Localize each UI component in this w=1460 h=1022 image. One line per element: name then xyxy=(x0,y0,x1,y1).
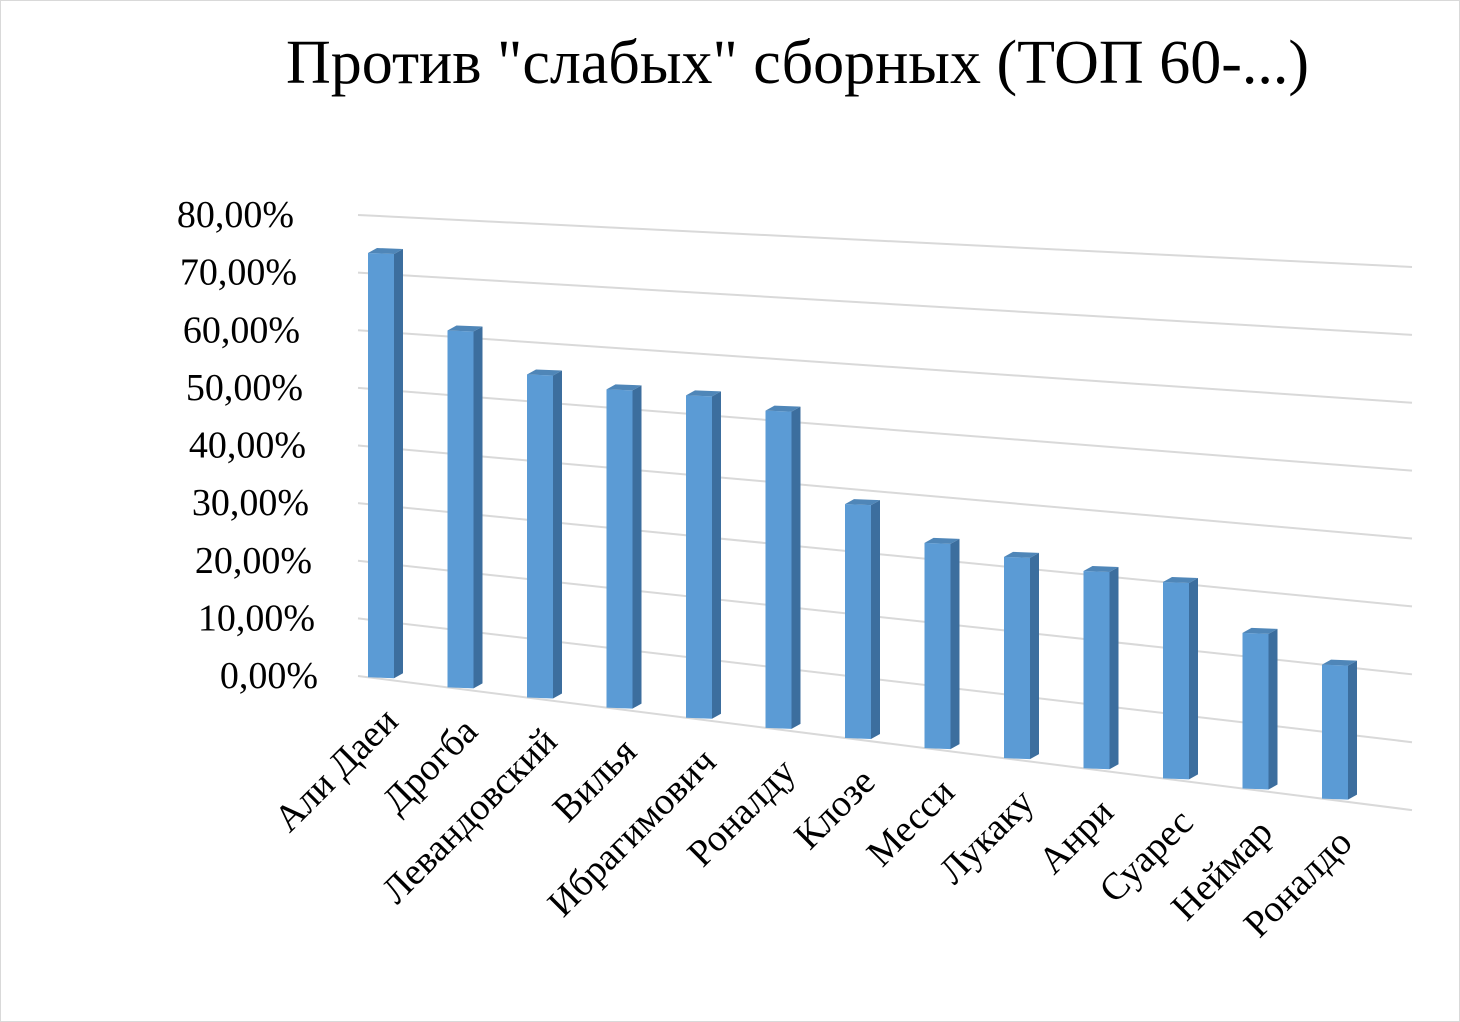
bar xyxy=(368,248,403,679)
bar-side xyxy=(632,385,642,709)
gridline xyxy=(357,675,1413,812)
bar-front xyxy=(765,410,792,729)
bar xyxy=(1242,627,1278,790)
bar-front xyxy=(447,330,474,689)
y-tick-label: 20,00% xyxy=(195,540,312,582)
y-tick-label: 70,00% xyxy=(180,252,297,294)
chart-title: Против "слабых" сборных (ТОП 60-...) xyxy=(286,29,1309,97)
bar-top xyxy=(1242,627,1278,634)
bar-side xyxy=(1109,566,1119,770)
bar xyxy=(765,405,801,729)
bar xyxy=(924,537,960,750)
bar xyxy=(1163,577,1198,780)
bar-side xyxy=(712,391,721,719)
y-tick-label: 30,00% xyxy=(192,482,309,524)
bar-front xyxy=(1322,664,1348,800)
bar-top xyxy=(765,405,801,412)
bar-side xyxy=(1030,552,1039,760)
bar xyxy=(447,325,483,689)
bar-side xyxy=(791,406,801,729)
gridline xyxy=(357,214,1413,268)
bar-side xyxy=(1348,660,1357,800)
gridline xyxy=(357,444,1413,540)
bar-side xyxy=(1268,628,1278,790)
bar xyxy=(606,384,642,709)
bar-top xyxy=(1322,659,1357,666)
bar-top xyxy=(1004,551,1039,558)
gridline xyxy=(357,329,1413,404)
y-tick-label: 10,00% xyxy=(198,597,315,639)
gridline xyxy=(357,502,1413,608)
bar-front xyxy=(1163,582,1189,780)
bar-side xyxy=(950,538,960,750)
bar-side xyxy=(473,326,483,689)
bar-top xyxy=(527,369,562,376)
bars xyxy=(368,248,1357,800)
bar-front xyxy=(845,504,871,739)
bar xyxy=(527,369,562,699)
y-tick-label: 80,00% xyxy=(177,194,294,236)
bar-side xyxy=(1189,578,1198,780)
bar xyxy=(686,390,721,719)
gridline xyxy=(357,386,1413,472)
bar-front xyxy=(606,389,633,709)
bar-front xyxy=(368,253,394,679)
bar-top xyxy=(1163,577,1198,584)
gridline xyxy=(357,271,1413,336)
bar-front xyxy=(527,374,553,699)
bar xyxy=(1083,565,1119,770)
bar-top xyxy=(924,537,960,544)
bar-front xyxy=(1242,632,1269,790)
bar-top xyxy=(606,384,642,391)
bar-top xyxy=(1083,565,1119,572)
bar-top xyxy=(686,390,721,397)
y-axis-tick-labels: 0,00% 10,00% 20,00% 30,00% 40,00% 50,00% 60,00… xyxy=(177,194,318,697)
bar-front xyxy=(1083,570,1110,770)
bar xyxy=(845,499,880,739)
bar xyxy=(1322,659,1357,800)
bar-front xyxy=(924,542,951,750)
bar-front xyxy=(1004,556,1030,760)
bar-side xyxy=(871,500,880,739)
y-tick-label: 0,00% xyxy=(220,655,318,697)
bar-top xyxy=(368,248,403,255)
bar-top xyxy=(845,499,880,506)
bar-side xyxy=(394,249,403,679)
bar-side xyxy=(553,370,562,699)
bar xyxy=(1004,551,1039,760)
bar-front xyxy=(686,395,712,719)
y-tick-label: 60,00% xyxy=(183,309,300,351)
x-category-label: Али Даеи xyxy=(266,700,406,840)
bar-top xyxy=(447,325,483,332)
y-tick-label: 40,00% xyxy=(189,425,306,467)
y-tick-label: 50,00% xyxy=(186,367,303,409)
